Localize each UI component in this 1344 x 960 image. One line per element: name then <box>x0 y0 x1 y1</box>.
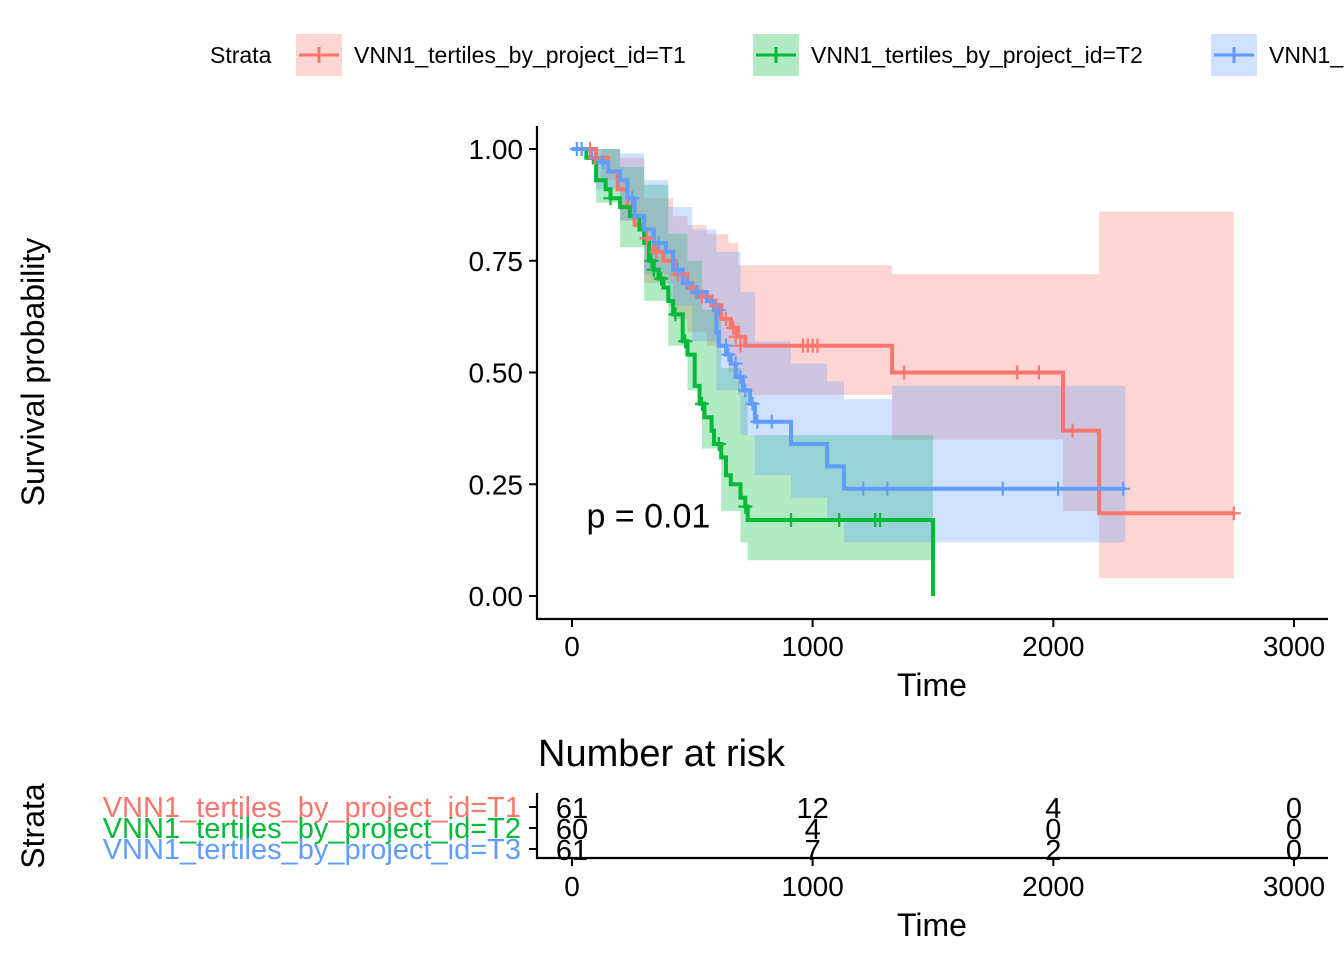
p-value-annotation: p = 0.01 <box>586 498 710 536</box>
ci-band-1 <box>572 149 1234 579</box>
legend: Strata VNN1_tertiles_by_project_id=T1 VNN… <box>210 34 1344 76</box>
censor-mark-2 <box>668 307 683 322</box>
risk-count: 0 <box>1045 814 1061 846</box>
censor-mark-3 <box>690 285 705 300</box>
censor-mark-3 <box>1116 481 1131 496</box>
y-axis-ticks: 0.00 0.25 0.50 0.75 1.00 <box>469 134 537 612</box>
risk-strata-label-3: VNN1_tertiles_by_project_id=T3 <box>103 834 521 866</box>
risk-count: 60 <box>556 814 588 846</box>
risk-count: 12 <box>797 793 829 825</box>
legend-key-line-3 <box>1214 47 1254 63</box>
x-tick-label: 3000 <box>1263 631 1325 662</box>
censor-mark-3 <box>719 338 734 353</box>
censor-mark-1 <box>1065 423 1080 438</box>
risk-x-axis-ticks: 0 1000 2000 3000 <box>564 858 1325 902</box>
y-tick-label: 0.00 <box>469 581 524 612</box>
legend-entries: VNN1_tertiles_by_project_id=T1 VNN1_terti… <box>296 34 1344 76</box>
risk-x-tick-label: 3000 <box>1263 871 1325 902</box>
risk-x-axis-title: Time <box>897 907 967 943</box>
risk-x-tick-label: 2000 <box>1022 871 1084 902</box>
risk-x-tick-label: 0 <box>564 871 580 902</box>
censor-mark-2 <box>646 262 661 277</box>
censor-mark-2 <box>738 499 753 514</box>
legend-label-1: VNN1_tertiles_by_project_id=T1 <box>354 42 686 68</box>
risk-strata-label-1: VNN1_tertiles_by_project_id=T1 <box>103 792 521 824</box>
censor-mark-1 <box>1010 365 1025 380</box>
risk-table-title: Number at risk <box>538 733 786 775</box>
censor-mark-3 <box>738 383 753 398</box>
risk-y-axis-ticks <box>529 806 537 850</box>
risk-table-strata-labels: VNN1_tertiles_by_project_id=T1VNN1_terti… <box>103 792 521 866</box>
censor-mark-3 <box>745 396 760 411</box>
legend-title: Strata <box>210 42 272 68</box>
legend-key-line-2 <box>756 47 796 63</box>
censor-mark-3 <box>750 414 765 429</box>
risk-count: 4 <box>805 814 821 846</box>
y-tick-label: 0.75 <box>469 246 524 277</box>
censor-mark-3 <box>764 414 779 429</box>
x-tick-label: 0 <box>564 631 580 662</box>
censor-mark-1 <box>1226 506 1241 521</box>
censor-mark-2 <box>784 513 799 528</box>
y-tick-label: 1.00 <box>469 134 524 165</box>
censor-mark-3 <box>680 276 695 291</box>
censor-mark-1 <box>897 365 912 380</box>
main-plot: 0 1000 2000 3000 0.000.250.500.751.00 Time … <box>15 126 1328 703</box>
censor-mark-3 <box>733 369 748 384</box>
censor-mark-3 <box>670 262 685 277</box>
x-axis-ticks: 0 1000 2000 3000 <box>564 619 1325 662</box>
legend-label-2: VNN1_tertiles_by_project_id=T2 <box>811 42 1143 68</box>
censor-mark-3 <box>995 481 1010 496</box>
censor-mark-2 <box>873 513 888 528</box>
censor-marks <box>569 142 1241 528</box>
x-tick-label: 2000 <box>1022 631 1084 662</box>
censor-mark-2 <box>603 191 618 206</box>
censor-mark-1 <box>810 338 825 353</box>
y-tick-label: 0.50 <box>469 358 524 389</box>
censor-mark-2 <box>678 334 693 349</box>
censor-mark-2 <box>694 396 709 411</box>
censor-mark-3 <box>596 155 611 170</box>
censor-mark-1 <box>587 150 602 165</box>
censor-mark-1 <box>719 311 734 326</box>
censor-mark-2 <box>832 513 847 528</box>
legend-key-line-1 <box>299 47 339 63</box>
censor-mark-1 <box>649 244 664 259</box>
censor-mark-3 <box>1051 481 1066 496</box>
censor-mark-3 <box>711 302 726 317</box>
legend-label-3: VNN1_ <box>1269 42 1344 68</box>
risk-y-axis-title: Strata <box>15 783 51 869</box>
censor-mark-3 <box>728 356 743 371</box>
risk-strata-label-2: VNN1_tertiles_by_project_id=T2 <box>103 813 521 845</box>
censor-mark-3 <box>625 191 640 206</box>
x-axis-title: Time <box>897 667 967 703</box>
censor-mark-1 <box>726 320 741 335</box>
censor-mark-1 <box>733 338 748 353</box>
risk-count: 4 <box>1045 793 1061 825</box>
censor-mark-3 <box>574 142 589 156</box>
censor-mark-2 <box>644 253 659 268</box>
censor-mark-2 <box>654 271 669 286</box>
y-axis-title: Survival probability <box>15 238 51 507</box>
censor-mark-1 <box>728 329 743 344</box>
censor-mark-3 <box>651 235 666 250</box>
risk-x-tick-label: 1000 <box>782 871 844 902</box>
risk-count: 0 <box>1286 793 1302 825</box>
ci-band-3 <box>572 149 1126 543</box>
x-tick-label: 1000 <box>782 631 844 662</box>
risk-count: 61 <box>556 793 588 825</box>
risk-table: Number at risk VNN1_tertiles_by_project_… <box>15 733 1328 943</box>
censor-mark-1 <box>639 231 654 246</box>
censor-mark-2 <box>711 437 726 452</box>
risk-count: 0 <box>1286 814 1302 846</box>
censor-mark-3 <box>721 347 736 362</box>
risk-table-counts: 61 12 4 060 4 0 061 7 2 0 <box>556 793 1302 867</box>
censor-mark-3 <box>880 481 895 496</box>
y-tick-label: 0.25 <box>469 469 524 500</box>
censor-mark-1 <box>1031 365 1046 380</box>
censor-mark-3 <box>856 481 871 496</box>
